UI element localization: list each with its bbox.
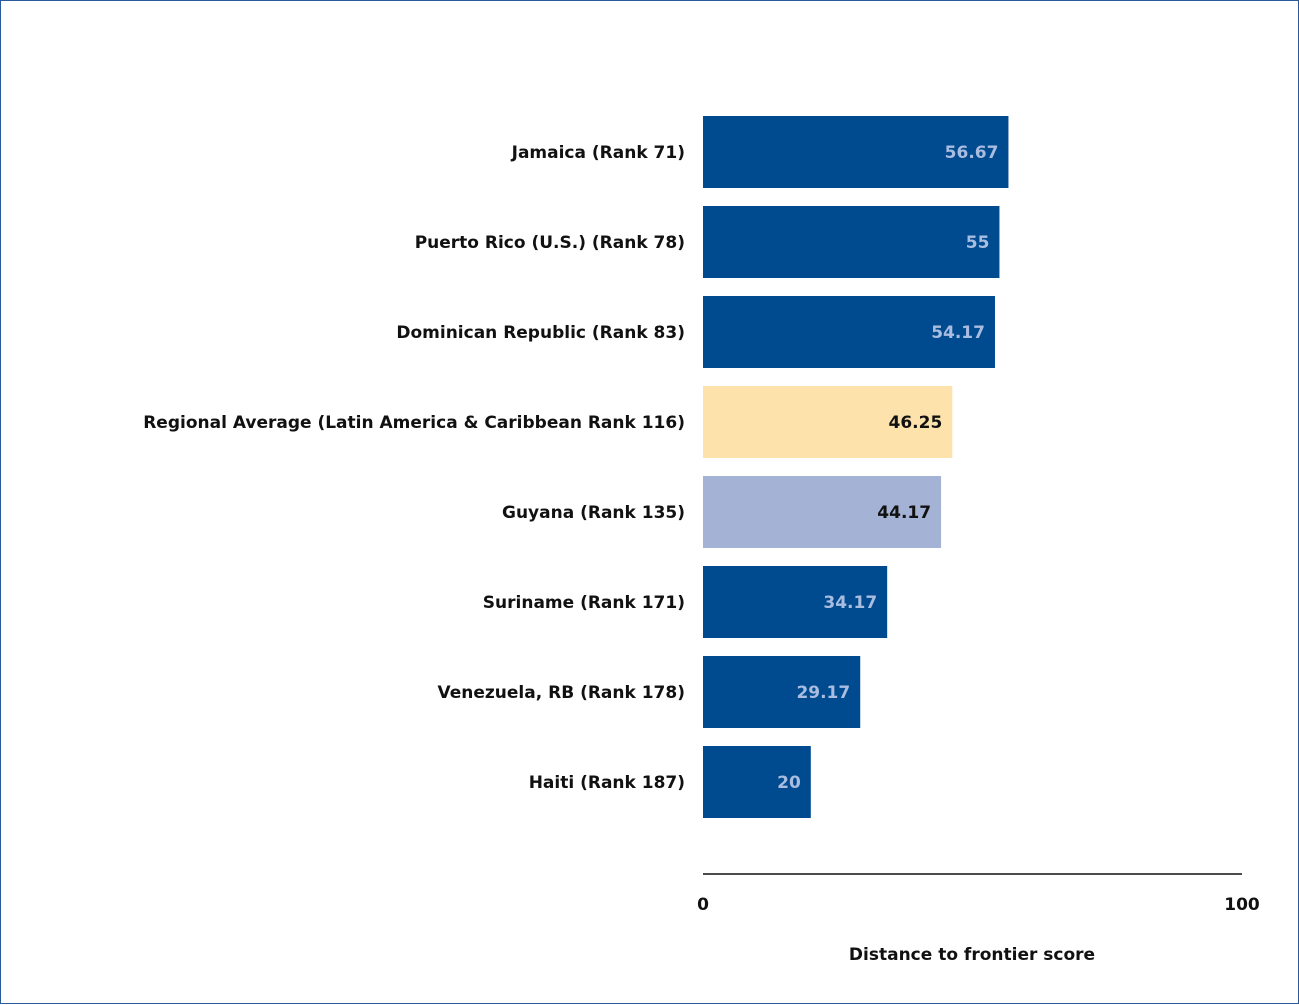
value-label: 29.17 [796,683,850,703]
value-label: 46.25 [889,413,943,433]
bar [703,566,888,638]
category-label: Venezuela, RB (Rank 178) [438,683,685,703]
value-label: 44.17 [877,503,931,523]
bar [703,476,942,548]
bar [703,116,1009,188]
x-tick-label-min: 0 [697,895,709,915]
value-label: 55 [966,233,990,253]
category-label: Suriname (Rank 171) [483,593,685,613]
category-label: Dominican Republic (Rank 83) [396,323,685,343]
value-label: 54.17 [931,323,985,343]
bar [703,746,811,818]
category-label: Guyana (Rank 135) [502,503,685,523]
category-label: Jamaica (Rank 71) [511,143,685,163]
value-label: 56.67 [945,143,999,163]
category-label: Regional Average (Latin America & Caribb… [143,413,685,433]
category-label: Puerto Rico (U.S.) (Rank 78) [415,233,685,253]
x-tick-label-max: 100 [1224,895,1260,915]
category-labels-layer: Jamaica (Rank 71) Puerto Rico (U.S.) (Ran… [143,143,685,793]
bars-layer [703,116,1009,818]
bar [703,296,995,368]
bar [703,386,953,458]
bar [703,206,1000,278]
x-axis-title: Distance to frontier score [849,945,1095,965]
bar [703,656,861,728]
category-label: Haiti (Rank 187) [529,773,685,793]
value-label: 20 [777,773,801,793]
value-labels-layer: 56.67 55 54.17 46.25 44.17 34.17 29.17 20 [777,143,998,793]
value-label: 34.17 [823,593,877,613]
